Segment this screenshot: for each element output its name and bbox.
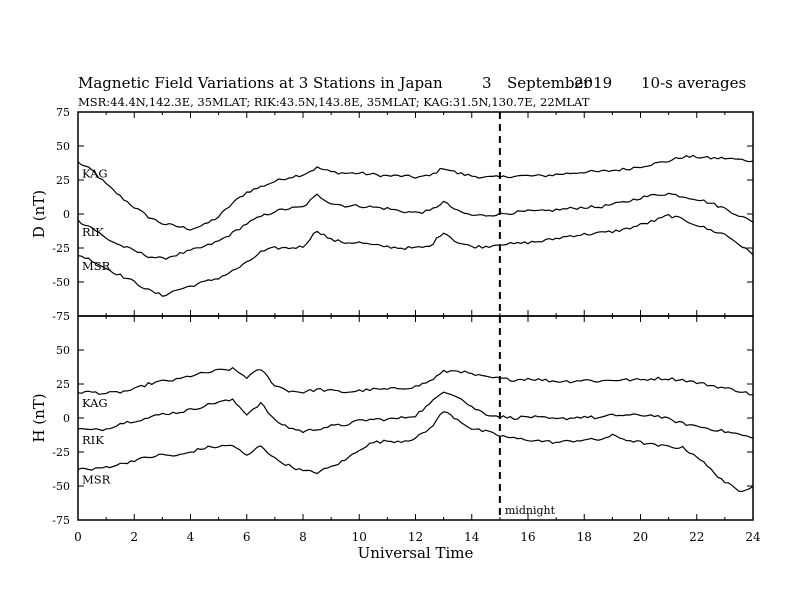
series-line-msr (77, 213, 754, 297)
x-tick-label: 12 (408, 530, 423, 544)
x-tick-label: 10 (352, 530, 367, 544)
x-tick-label: 20 (633, 530, 648, 544)
x-tick-label: 0 (74, 530, 82, 544)
y-tick-label: -50 (52, 480, 70, 493)
chart-title: Magnetic Field Variations at 3 Stations … (78, 74, 443, 92)
x-tick-label: 16 (520, 530, 535, 544)
x-tick-label: 2 (130, 530, 138, 544)
series-label-rik: RIK (82, 433, 104, 447)
date-day: 3 (482, 74, 492, 92)
date-month: September (507, 74, 591, 92)
series-line-kag (77, 366, 754, 396)
y-tick-label: -75 (52, 310, 70, 323)
x-tick-label: 18 (577, 530, 592, 544)
series-line-msr (77, 411, 754, 492)
x-tick-label: 6 (243, 530, 251, 544)
date-year: 2019 (574, 74, 612, 92)
y-tick-label: 25 (56, 174, 70, 187)
y-tick-label: -25 (52, 242, 70, 255)
x-tick-label: 8 (299, 530, 307, 544)
y-tick-label: 0 (63, 208, 70, 221)
series-line-rik (77, 391, 754, 439)
plot-frame (77, 111, 754, 317)
series-label-msr: MSR (82, 472, 111, 486)
y-tick-label: -75 (52, 514, 70, 527)
y-tick-label: 50 (56, 140, 70, 153)
x-tick-label: 22 (689, 530, 704, 544)
averaging-label: 10-s averages (641, 74, 746, 92)
midnight-label: midnight (505, 504, 556, 517)
series-label-kag: KAG (82, 396, 108, 410)
x-tick-label: 24 (745, 530, 761, 544)
stations-line: MSR:44.4N,142.3E, 35MLAT; RIK:43.5N,143.… (78, 95, 590, 109)
y-axis-label: D (nT) (30, 190, 48, 238)
x-tick-label: 4 (187, 530, 195, 544)
series-label-msr: MSR (82, 259, 111, 273)
series-label-kag: KAG (82, 166, 108, 180)
y-tick-label: -50 (52, 276, 70, 289)
panel-d: 75 50 25 0 -25 -50 -75 D (nT) KAG RIK MSR (30, 106, 754, 323)
series-line-rik (77, 192, 754, 260)
chart-header: Magnetic Field Variations at 3 Stations … (78, 74, 746, 109)
y-tick-label: -25 (52, 446, 70, 459)
y-axis-label: H (nT) (30, 393, 48, 442)
y-tick-label: 50 (56, 344, 70, 357)
series-line-kag (77, 154, 754, 231)
y-tick-label: 25 (56, 378, 70, 391)
y-tick-label: 0 (63, 412, 70, 425)
plot-frame (77, 315, 754, 521)
x-tick-label: 14 (464, 530, 480, 544)
series-label-rik: RIK (82, 225, 104, 239)
y-tick-label: 75 (56, 106, 70, 119)
x-axis-label: Universal Time (358, 544, 474, 562)
panel-h: 50 25 0 -25 -50 -75 H (nT) KAG RIK MSR (30, 315, 754, 527)
